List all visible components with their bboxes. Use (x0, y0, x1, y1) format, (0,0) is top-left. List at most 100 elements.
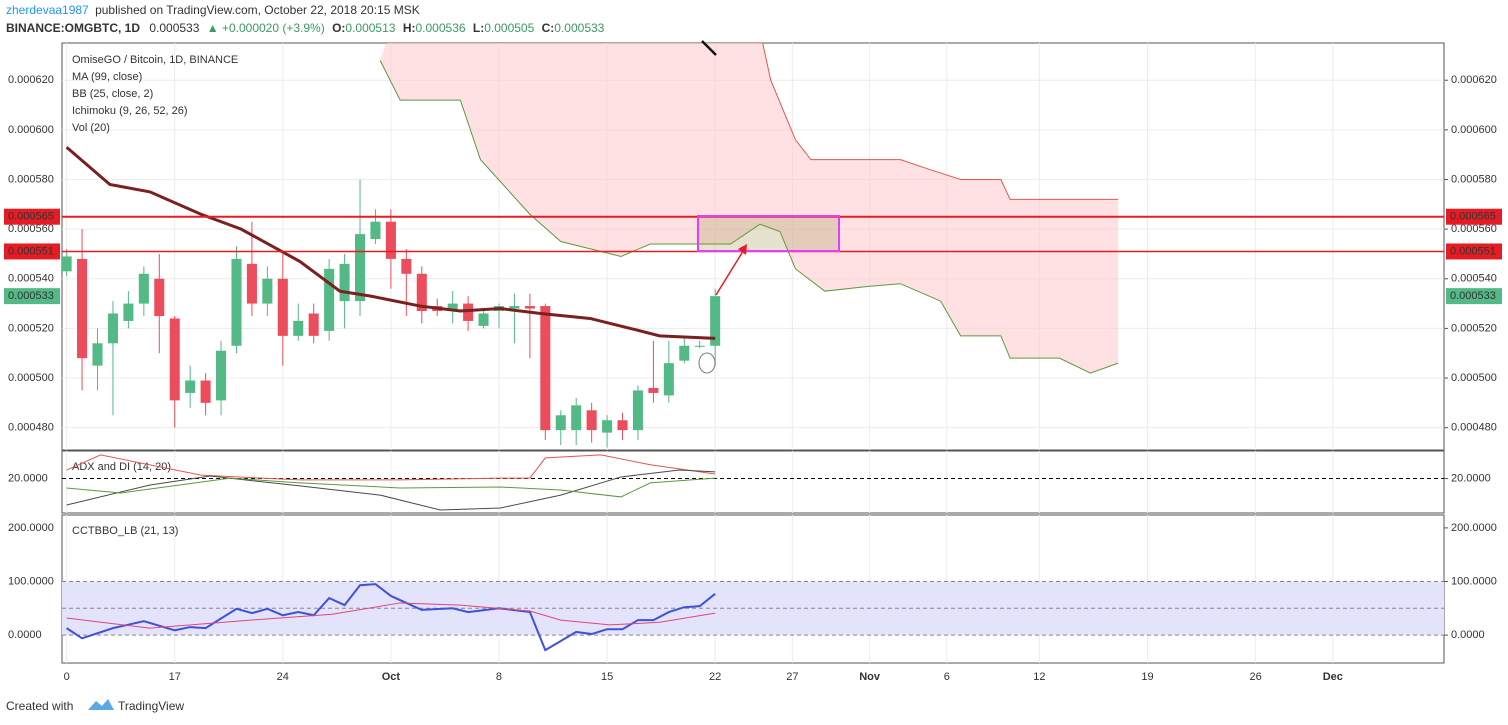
x-tick-label: 17 (169, 671, 181, 683)
x-tick-label: 12 (1033, 671, 1045, 683)
candle-body (169, 318, 180, 401)
pane-title: ADX and DI (14, 20) (72, 461, 171, 473)
candle-body (617, 420, 628, 431)
published: published on TradingView.com, October 22… (95, 3, 420, 17)
candle-body (339, 263, 350, 302)
candle-body (185, 380, 196, 393)
ma-line (65, 146, 716, 340)
y-tick-label: 0.000600 (8, 124, 54, 136)
candle-body (231, 258, 242, 346)
candle-body (648, 387, 659, 393)
ohlc-label: C: (542, 21, 555, 35)
candle-body (555, 415, 566, 431)
y-tick-label-right: 0.000560 (1451, 223, 1497, 235)
candle-body (354, 234, 366, 302)
user: zherdevaa1987 (6, 3, 89, 17)
x-tick-label: Oct (382, 671, 401, 683)
y-tick-label: 0.000500 (8, 372, 54, 384)
y-tick-label-right: 0.000580 (1451, 173, 1497, 185)
band (62, 581, 1444, 636)
candle-body (385, 221, 396, 259)
x-tick-label: 24 (277, 671, 289, 683)
x-tick-label: 0 (64, 671, 70, 683)
pane-title: OmiseGO / Bitcoin, 1D, BINANCE (72, 54, 238, 66)
indicator-line (66, 477, 716, 498)
candle-body (540, 306, 551, 431)
indicator-label: Vol (20) (72, 122, 110, 134)
candle-body (401, 258, 412, 274)
indicator-line (66, 469, 716, 511)
y-tick-label: 0.000480 (8, 422, 54, 434)
price-tag (4, 288, 60, 305)
symbol: BINANCE:OMGBTC, 1D (6, 21, 140, 35)
cloud-fill (380, 43, 1119, 374)
y-tick-label: 200.0000 (8, 522, 54, 534)
price-tag-label: 0.000533 (8, 290, 54, 302)
indicator-label: MA (99, close) (72, 71, 142, 83)
ohlc-label: H: (403, 21, 416, 35)
candle-body (324, 268, 335, 331)
ohlc-label: O: (332, 21, 345, 35)
x-tick-label: Dec (1323, 671, 1343, 683)
annotations (697, 40, 840, 374)
y-tick-label-right: 0.000600 (1451, 124, 1497, 136)
ohlc-value: 0.000533 (554, 21, 604, 35)
candle-body (524, 306, 535, 309)
candle-body (586, 410, 597, 431)
circle-mark (698, 352, 716, 374)
y-tick-label: 20.0000 (8, 472, 48, 484)
header-line: zherdevaa1987 published on TradingView.c… (6, 3, 420, 17)
price-tag-label: 0.000551 (8, 245, 54, 257)
y-tick-label: 0.000580 (8, 173, 54, 185)
cloud-line (762, 43, 1119, 200)
ohlc-value: 0.000513 (345, 21, 395, 35)
candle-body (602, 420, 613, 433)
y-tick-label: 0.000560 (8, 223, 54, 235)
y-tick-label-right: 0.000540 (1451, 273, 1497, 285)
footer-brand: TradingView (118, 699, 184, 713)
price-tag (1446, 208, 1502, 225)
change: ▲ +0.000020 (+3.9%) (207, 21, 325, 35)
y-tick-label-right: 0.000520 (1451, 322, 1497, 334)
candle-body (679, 345, 690, 361)
candle-body (138, 273, 149, 304)
y-tick-label: 0.0000 (8, 629, 42, 641)
y-tick-label-right: 20.0000 (1451, 472, 1491, 484)
logo (88, 699, 114, 710)
candle-body (370, 221, 381, 240)
plot-layer: 0 17 24 Oct 8 15 22 27 Nov 6 12 19 26 Dec 0.000480 0.00… (4, 42, 1502, 683)
y-tick-label-right: 200.0000 (1451, 522, 1497, 534)
x-tick-label: 22 (709, 671, 721, 683)
candle-body (447, 303, 458, 312)
candle-body (509, 306, 520, 309)
indicator-label: Ichimoku (9, 26, 52, 26) (72, 105, 188, 117)
candle-body (246, 263, 257, 304)
footer-created: Created with (6, 699, 73, 713)
indicator-line (66, 454, 716, 481)
price-tag-label: 0.000565 (8, 211, 54, 223)
y-tick-label: 0.000620 (8, 74, 54, 86)
price: 0.000533 (149, 21, 199, 35)
price-tag-label: 0.000533 (1450, 290, 1496, 302)
arrow-head (738, 244, 747, 255)
candle-body (308, 313, 319, 336)
candle-body (154, 278, 165, 316)
candle-body (277, 278, 288, 336)
ohlc-value: 0.000536 (415, 21, 465, 35)
candle-body (216, 350, 227, 401)
candle-body (293, 320, 304, 336)
price-tag (1446, 243, 1502, 260)
candle-body (632, 390, 643, 431)
symbol-line: BINANCE:OMGBTC, 1D 0.000533 ▲ +0.000020 … (6, 21, 605, 35)
candle-body (92, 343, 103, 366)
x-tick-label: 27 (786, 671, 798, 683)
price-tag-label: 0.000565 (1450, 211, 1496, 223)
arrow (715, 247, 746, 296)
ohlc-value: 0.000505 (484, 21, 534, 35)
y-tick-label-right: 0.000480 (1451, 422, 1497, 434)
price-tag (1446, 288, 1502, 305)
candle-body (710, 296, 721, 346)
candle-body (107, 313, 118, 344)
x-tick-label: 6 (944, 671, 950, 683)
